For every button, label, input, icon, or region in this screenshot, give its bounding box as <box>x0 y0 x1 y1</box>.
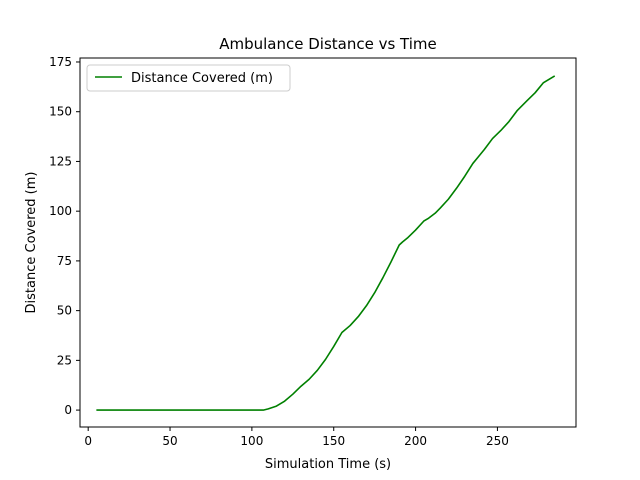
legend-label: Distance Covered (m) <box>131 71 273 86</box>
x-axis-ticks: 0 50 100 150 200 250 <box>84 427 509 448</box>
y-tick-label: 125 <box>49 154 72 168</box>
legend-box <box>86 64 291 92</box>
y-tick-label: 100 <box>49 204 72 218</box>
y-tick-label: 150 <box>49 105 72 119</box>
y-axis-ticks: 0 25 50 75 100 125 150 175 <box>49 55 80 417</box>
chart-title: Ambulance Distance vs Time <box>219 35 437 53</box>
series-line-0 <box>96 75 556 411</box>
x-tick-label: 100 <box>240 434 263 448</box>
y-tick-label: 175 <box>49 55 72 69</box>
x-tick-label: 150 <box>322 434 345 448</box>
x-tick-label: 50 <box>162 434 177 448</box>
x-axis-label: Simulation Time (s) <box>265 457 391 472</box>
y-tick-label: 0 <box>64 403 72 417</box>
legend: Distance Covered (m) <box>86 64 291 92</box>
y-tick-label: 50 <box>57 304 72 318</box>
y-tick-label: 75 <box>57 254 72 268</box>
plot-area <box>96 75 556 411</box>
axes-frame <box>79 57 577 428</box>
x-tick-label: 200 <box>404 434 427 448</box>
x-tick-label: 250 <box>486 434 509 448</box>
y-tick-label: 25 <box>57 353 72 367</box>
y-axis-label: Distance Covered (m) <box>24 172 39 314</box>
x-tick-label: 0 <box>84 434 92 448</box>
